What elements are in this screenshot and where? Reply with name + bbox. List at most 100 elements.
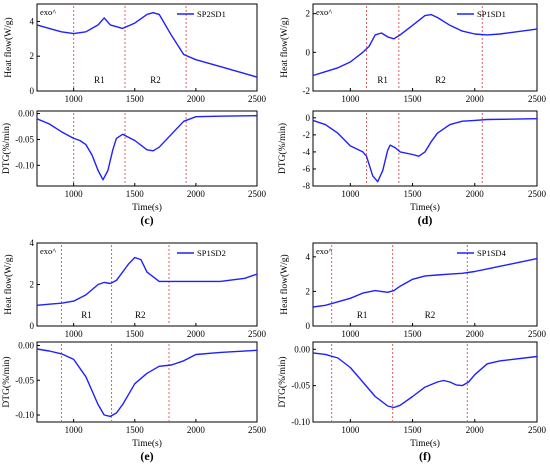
region-label-r2: R2 <box>435 75 446 85</box>
region-label-r1: R1 <box>94 75 105 85</box>
dtg-xtick-label: 1500 <box>404 189 423 199</box>
legend-label: SP2SD1 <box>197 9 226 19</box>
time-axis-label: Time(s) <box>410 438 440 449</box>
exo-label: exo^ <box>40 246 56 256</box>
heat-flow-ytick-label: 4 <box>30 16 35 26</box>
heat-flow-frame <box>36 3 258 92</box>
heat-flow-xtick-label: 1500 <box>404 94 423 104</box>
heat-flow-xtick-label: 2000 <box>187 94 206 104</box>
dtg-series-line <box>312 352 538 409</box>
exo-label: exo^ <box>316 246 332 256</box>
heat-flow-ytick-label: 2 <box>306 9 311 19</box>
panel-label: (f) <box>419 449 431 463</box>
heat-flow-xtick-label: 1500 <box>126 94 145 104</box>
panel-f: 0 2 4 1000 1500 2000 2500 exo^ SP1SD4 R1 R2 Heat fl… <box>277 242 547 463</box>
heat-flow-frame <box>312 242 538 327</box>
dtg-series-line <box>312 118 538 183</box>
panel-c: 0 2 4 1000 1500 2000 2500 exo^ SP2SD1 R1 R2 Heat fl… <box>1 3 267 227</box>
legend-label: SP1SD2 <box>197 248 226 258</box>
dtg-ytick-label: -0.10 <box>15 160 34 170</box>
heat-flow-xtick-label: 1500 <box>404 329 423 339</box>
heat-flow-ytick-label: 4 <box>30 238 35 248</box>
heat-flow-xtick-label: 2000 <box>187 329 206 339</box>
dtg-ytick-label: 0.00 <box>18 340 34 350</box>
heat-flow-xtick-label: 2500 <box>528 329 547 339</box>
heat-flow-xtick-label: 2500 <box>248 94 267 104</box>
heat-flow-series-line <box>36 11 258 78</box>
heat-flow-series-line <box>312 257 538 308</box>
heat-flow-xtick-label: 2000 <box>466 94 485 104</box>
dtg-ytick-label: 0.00 <box>294 344 310 354</box>
heat-flow-xtick-label: 2500 <box>528 94 547 104</box>
dtg-xtick-label: 1500 <box>126 189 145 199</box>
dtg-ytick-label: 0 <box>306 113 311 123</box>
dtg-frame <box>312 341 538 423</box>
dtg-xtick-label: 1000 <box>341 189 360 199</box>
time-axis-label: Time(s) <box>132 438 162 449</box>
dtg-ytick-label: -0.10 <box>291 417 310 427</box>
heat-flow-xtick-label: 1000 <box>65 329 84 339</box>
time-axis-label: Time(s) <box>410 202 440 213</box>
panel-label: (e) <box>140 449 153 463</box>
heat-flow-ytick-label: 2 <box>30 51 35 61</box>
panel-label: (c) <box>140 213 153 227</box>
dtg-series-line <box>36 115 258 181</box>
panel-e: 0 2 4 1000 1500 2000 2500 exo^ SP1SD2 R1 R2 Heat fl… <box>1 238 267 463</box>
heat-flow-axis-label: Heat flow(W/g) <box>3 17 14 77</box>
dtg-frame <box>36 110 258 187</box>
dtg-xtick-label: 2000 <box>466 189 485 199</box>
heat-flow-ytick-label: 4 <box>306 252 311 262</box>
dtg-axis-label: DTG(%/min) <box>1 356 12 407</box>
dtg-axis-label: DTG(%/min) <box>277 356 288 407</box>
dtg-xtick-label: 1500 <box>404 425 423 435</box>
heat-flow-ytick-label: 0 <box>30 86 35 96</box>
dtg-xtick-label: 1500 <box>126 425 145 435</box>
heat-flow-ytick-label: 0 <box>30 321 35 331</box>
dtg-series-line <box>36 348 258 418</box>
heat-flow-axis-label: Heat flow(W/g) <box>279 17 290 77</box>
dtg-axis-label: DTG(%/min) <box>277 123 288 174</box>
heat-flow-xtick-label: 1000 <box>341 329 360 339</box>
region-label-r1: R1 <box>377 75 388 85</box>
region-label-r2: R2 <box>150 75 161 85</box>
time-axis-label: Time(s) <box>132 202 162 213</box>
heat-flow-ytick-label: -2 <box>303 86 311 96</box>
region-label-r2: R2 <box>425 310 436 320</box>
region-label-r2: R2 <box>135 310 146 320</box>
heat-flow-series-line <box>36 256 258 306</box>
dtg-frame <box>312 110 538 187</box>
legend-label: SP1SD1 <box>477 9 506 19</box>
region-label-r1: R1 <box>81 310 92 320</box>
heat-flow-xtick-label: 1000 <box>65 94 84 104</box>
dtg-ytick-label: -0.10 <box>15 410 34 420</box>
dtg-xtick-label: 2500 <box>528 189 547 199</box>
heat-flow-ytick-label: 2 <box>306 286 311 296</box>
region-label-r1: R1 <box>357 310 368 320</box>
dtg-xtick-label: 2500 <box>248 425 267 435</box>
dtg-xtick-label: 2000 <box>187 189 206 199</box>
dtg-ytick-label: -0.05 <box>15 375 34 385</box>
heat-flow-axis-label: Heat flow(W/g) <box>279 254 290 314</box>
heat-flow-xtick-label: 2500 <box>248 329 267 339</box>
dtg-ytick-label: -4 <box>303 147 311 157</box>
dtg-ytick-label: -0.05 <box>291 381 310 391</box>
dtg-ytick-label: -8 <box>303 181 311 191</box>
heat-flow-ytick-label: 0 <box>306 47 311 57</box>
dtg-xtick-label: 2500 <box>248 189 267 199</box>
dtg-xtick-label: 1000 <box>65 425 84 435</box>
dtg-axis-label: DTG(%/min) <box>1 123 12 174</box>
heat-flow-xtick-label: 1000 <box>341 94 360 104</box>
heat-flow-axis-label: Heat flow(W/g) <box>3 254 14 314</box>
legend-label: SP1SD4 <box>477 248 507 258</box>
dtg-xtick-label: 1000 <box>341 425 360 435</box>
heat-flow-ytick-label: 0 <box>306 321 311 331</box>
panel-d: -2 0 2 1000 1500 2000 2500 exo^ SP1SD1 R1 R2 Heat f… <box>277 3 547 227</box>
dtg-xtick-label: 2500 <box>528 425 547 435</box>
dtg-ytick-label: -6 <box>303 164 311 174</box>
dtg-frame <box>36 341 258 423</box>
heat-flow-ytick-label: 2 <box>30 280 35 290</box>
exo-label: exo^ <box>40 7 56 17</box>
heat-flow-series-line <box>312 13 538 77</box>
heat-flow-xtick-label: 1500 <box>126 329 145 339</box>
